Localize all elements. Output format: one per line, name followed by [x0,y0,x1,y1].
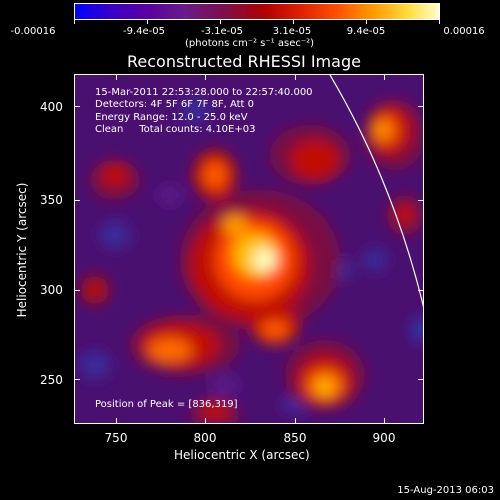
y-tick-label: 400 [40,100,63,114]
intensity-map [75,75,423,423]
render-timestamp: 15-Aug-2013 06:03 [397,485,494,496]
y-tick [418,106,424,107]
colorbar [74,3,440,20]
y-tick [74,379,80,380]
y-tick-label: 300 [40,283,63,297]
x-tick [295,74,296,80]
colorbar-tick [293,20,294,24]
x-tick [116,418,117,424]
colorbar-label: -3.1e-05 [201,26,243,37]
x-tick [205,418,206,424]
colorbar-tick [439,20,440,24]
colorbar-label: 9.4e-05 [346,26,386,37]
colorbar-label: -0.00016 [10,26,56,37]
x-tick [384,74,385,80]
colorbar-units: (photons cm⁻² s⁻¹ asec⁻²) [185,38,315,49]
info-energy-range: Energy Range: 12.0 - 25.0 keV [95,112,248,123]
colorbar-tick [74,20,75,24]
x-tick-label: 800 [193,431,217,445]
x-tick [116,74,117,80]
info-time-range: 15-Mar-2011 22:53:28.000 to 22:57:40.000 [95,87,313,98]
info-peak-position: Position of Peak = [836,319] [95,399,238,410]
y-tick [418,290,424,291]
colorbar-tick [220,20,221,24]
x-tick [384,418,385,424]
x-tick-label: 750 [104,431,128,445]
colorbar-label: 3.1e-05 [272,26,312,37]
image-area: 15-Mar-2011 22:53:28.000 to 22:57:40.000… [74,74,424,424]
y-tick-label: 350 [40,193,63,207]
colorbar-label: -9.4e-05 [123,26,165,37]
colorbar-label: 0.00016 [443,26,485,37]
y-tick [74,290,80,291]
y-tick [74,200,80,201]
plot-title: Reconstructed RHESSI Image [127,52,361,71]
solar-limb-line [329,75,423,308]
y-axis-title: Heliocentric Y (arcsec) [15,182,29,318]
y-tick [74,106,80,107]
x-tick [205,74,206,80]
y-tick-label: 250 [40,373,63,387]
y-tick [418,200,424,201]
colorbar-tick [366,20,367,24]
x-tick-label: 850 [283,431,307,445]
x-tick-label: 900 [372,431,396,445]
x-tick [295,418,296,424]
info-detectors: Detectors: 4F 5F 6F 7F 8F, Att 0 [95,99,255,110]
info-clean-counts: Clean Total counts: 4.10E+03 [95,124,256,135]
colorbar-tick [147,20,148,24]
x-axis-title: Heliocentric X (arcsec) [174,448,310,462]
y-tick [418,379,424,380]
